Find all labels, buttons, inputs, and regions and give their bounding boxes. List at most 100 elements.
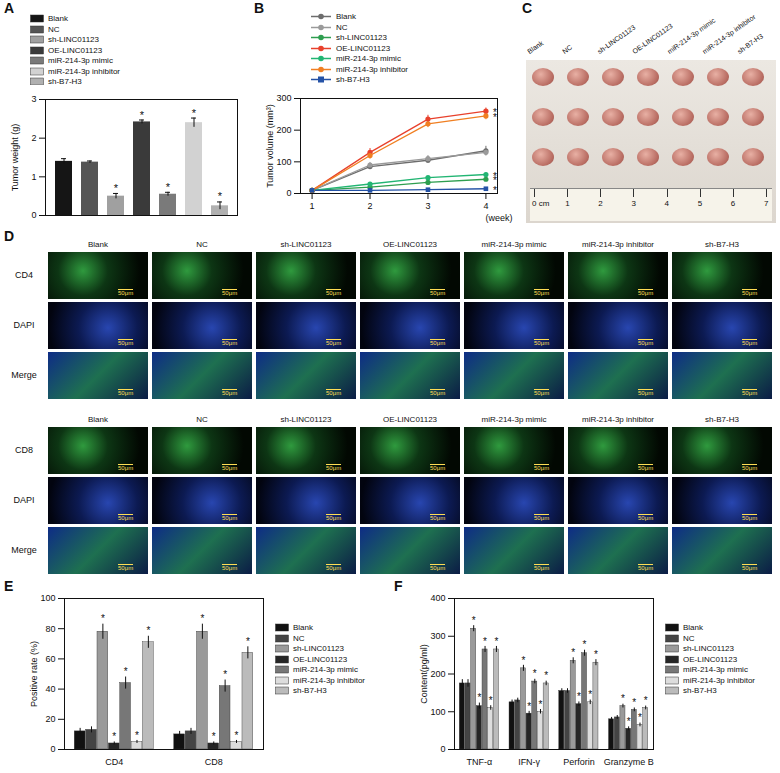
- svg-text:0: 0: [286, 188, 291, 198]
- svg-text:4: 4: [483, 201, 488, 211]
- svg-text:*: *: [112, 731, 116, 742]
- html-text:OE-LINC01123: OE-LINC01123: [683, 654, 738, 664]
- html-text:NC: NC: [48, 24, 60, 34]
- svg-text:*: *: [140, 109, 145, 121]
- svg-text:*: *: [594, 649, 598, 660]
- svg-text:*: *: [483, 636, 487, 647]
- svg-text:Granzyme B: Granzyme B: [604, 757, 654, 767]
- svg-text:(week): (week): [485, 213, 512, 223]
- html-text:miR-214-3p inhibitor: miR-214-3p inhibitor: [48, 66, 120, 76]
- html-text:C: C: [522, 0, 533, 16]
- svg-text:*: *: [146, 625, 150, 636]
- html-text:E: E: [4, 578, 14, 594]
- svg-text:*: *: [246, 636, 250, 647]
- svg-text:CD4: CD4: [105, 757, 123, 767]
- html-text:sh-LINC01123: sh-LINC01123: [596, 23, 637, 55]
- html-text:NC: NC: [293, 633, 305, 643]
- svg-text:TNF-α: TNF-α: [467, 757, 493, 767]
- svg-text:100: 100: [40, 593, 55, 603]
- svg-text:*: *: [477, 692, 481, 703]
- svg-text:Tumor weight (g): Tumor weight (g): [10, 124, 20, 192]
- html-text:NC: NC: [336, 22, 348, 32]
- html-text:CD4: CD4: [15, 270, 33, 280]
- svg-text:*: *: [101, 613, 105, 624]
- svg-text:*: *: [583, 639, 587, 650]
- html-text:miR-214-3p inhibitor: miR-214-3p inhibitor: [701, 13, 757, 55]
- html-text:miR-214-3p inhibitor: miR-214-3p inhibitor: [293, 675, 365, 685]
- svg-text:*: *: [235, 730, 239, 741]
- svg-text:*: *: [114, 182, 119, 194]
- html-text:sh-B7-H3: sh-B7-H3: [736, 32, 765, 55]
- html-text:B: B: [254, 0, 265, 16]
- html-text:OE-LINC01123: OE-LINC01123: [336, 43, 391, 53]
- svg-text:*: *: [539, 699, 543, 710]
- svg-text:*: *: [489, 695, 493, 706]
- svg-text:*: *: [577, 691, 581, 702]
- svg-text:20: 20: [45, 714, 55, 724]
- html-text:A: A: [4, 0, 15, 16]
- svg-text:Content(pg/ml): Content(pg/ml): [419, 644, 429, 704]
- svg-text:3: 3: [425, 201, 430, 211]
- svg-text:*: *: [494, 636, 498, 647]
- svg-text:Perforin: Perforin: [563, 757, 595, 767]
- svg-text:*: *: [588, 689, 592, 700]
- html-text:D: D: [4, 228, 15, 244]
- svg-text:2: 2: [368, 201, 373, 211]
- svg-text:300: 300: [276, 93, 291, 103]
- svg-text:*: *: [571, 647, 575, 658]
- html-text:NC: NC: [561, 43, 574, 55]
- svg-text:60: 60: [45, 654, 55, 664]
- svg-text:Tumor volume (mm³): Tumor volume (mm³): [265, 104, 275, 188]
- html-text:OE-LINC01123: OE-LINC01123: [631, 22, 674, 55]
- svg-text:*: *: [135, 730, 139, 741]
- svg-text:*: *: [192, 107, 197, 119]
- html-text:miR-214-3p mimic: miR-214-3p mimic: [666, 16, 717, 55]
- svg-text:*: *: [638, 712, 642, 723]
- svg-text:300: 300: [430, 631, 445, 641]
- svg-text:1: 1: [310, 201, 315, 211]
- svg-text:0: 0: [50, 744, 55, 754]
- svg-text:*: *: [493, 112, 497, 123]
- svg-text:*: *: [200, 613, 204, 624]
- svg-text:IFN-γ: IFN-γ: [518, 757, 540, 767]
- svg-text:200: 200: [276, 125, 291, 135]
- svg-text:100: 100: [276, 157, 291, 167]
- svg-text:200: 200: [430, 669, 445, 679]
- svg-text:*: *: [218, 190, 223, 202]
- html-text:NC: NC: [683, 633, 695, 643]
- html-text:miR-214-3p inhibitor: miR-214-3p inhibitor: [336, 64, 408, 74]
- svg-text:*: *: [632, 697, 636, 708]
- svg-text:*: *: [212, 731, 216, 742]
- html-text:miR-214-3p inhibitor: miR-214-3p inhibitor: [683, 675, 755, 685]
- svg-text:*: *: [223, 669, 227, 680]
- html-text:Merge: Merge: [11, 370, 37, 380]
- svg-text:*: *: [627, 716, 631, 727]
- svg-text:Positive rate (%): Positive rate (%): [29, 641, 39, 707]
- svg-text:*: *: [533, 668, 537, 679]
- html-text:OE-LINC01123: OE-LINC01123: [48, 45, 103, 55]
- svg-text:*: *: [621, 693, 625, 704]
- svg-text:*: *: [166, 181, 171, 193]
- svg-text:1: 1: [31, 172, 36, 182]
- svg-text:2: 2: [31, 133, 36, 143]
- svg-text:80: 80: [45, 624, 55, 634]
- svg-text:*: *: [644, 695, 648, 706]
- svg-text:*: *: [544, 670, 548, 681]
- svg-text:*: *: [472, 615, 476, 626]
- svg-text:40: 40: [45, 684, 55, 694]
- html-text:DAPI: DAPI: [13, 320, 35, 330]
- svg-text:*: *: [521, 655, 525, 666]
- svg-text:100: 100: [430, 707, 445, 717]
- html-text:DAPI: DAPI: [13, 495, 35, 505]
- svg-text:*: *: [493, 185, 497, 196]
- svg-text:3: 3: [31, 94, 36, 104]
- svg-text:*: *: [124, 666, 128, 677]
- svg-text:CD8: CD8: [205, 757, 223, 767]
- html-text:Blank: Blank: [526, 39, 545, 55]
- svg-text:0: 0: [31, 210, 36, 220]
- svg-text:400: 400: [430, 593, 445, 603]
- html-text:CD8: CD8: [15, 445, 33, 455]
- svg-text:*: *: [527, 701, 531, 712]
- svg-text:0: 0: [440, 744, 445, 754]
- html-text:OE-LINC01123: OE-LINC01123: [293, 654, 348, 664]
